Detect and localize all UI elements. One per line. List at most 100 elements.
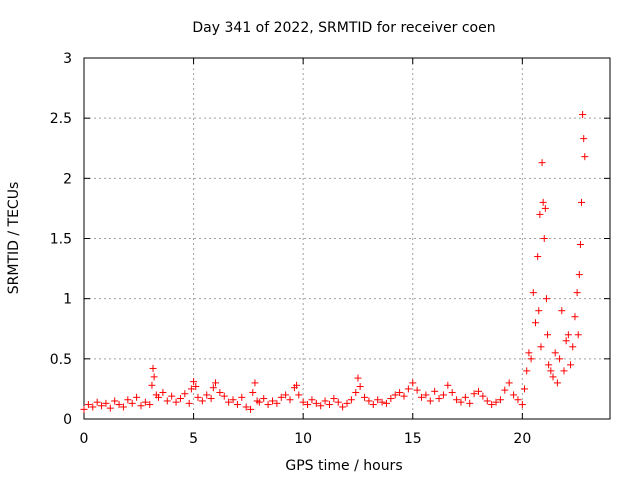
data-point: [80, 405, 88, 413]
data-point: [404, 385, 412, 393]
data-point: [541, 204, 549, 212]
data-point: [501, 386, 509, 394]
data-point: [391, 391, 399, 399]
data-point: [282, 391, 290, 399]
y-tick-label: 1: [63, 292, 72, 308]
data-point: [479, 392, 487, 400]
data-point: [418, 393, 426, 401]
data-point: [124, 396, 132, 404]
data-point: [356, 383, 364, 391]
grid-lines: [84, 58, 610, 419]
axis-ticks: [83, 57, 610, 420]
data-point: [249, 389, 257, 397]
data-point: [542, 295, 550, 303]
data-point: [521, 385, 529, 393]
data-point: [540, 235, 548, 242]
data-point: [317, 402, 325, 410]
data-point: [536, 210, 544, 218]
data-point: [98, 402, 106, 410]
data-point: [382, 399, 390, 407]
y-tick-label: 0: [63, 412, 72, 428]
data-point: [573, 289, 581, 297]
data-point: [431, 387, 439, 395]
data-point: [578, 198, 586, 206]
data-point: [106, 404, 114, 412]
data-point: [470, 390, 478, 398]
data-point: [308, 396, 316, 404]
data-point: [539, 198, 547, 206]
data-point: [185, 399, 193, 407]
data-point: [560, 367, 568, 375]
y-tick-label: 0.5: [50, 352, 72, 368]
data-point: [343, 399, 351, 407]
data-point: [209, 384, 217, 392]
data-point: [181, 390, 189, 398]
data-point: [192, 383, 200, 391]
data-point: [264, 401, 272, 409]
data-point: [400, 392, 408, 400]
data-point: [553, 379, 561, 387]
data-point: [238, 393, 246, 401]
data-point: [268, 397, 276, 405]
data-point: [444, 381, 452, 389]
data-point: [293, 381, 301, 389]
data-point: [457, 398, 465, 406]
data-point: [453, 396, 461, 404]
data-point: [330, 395, 338, 403]
data-point: [159, 389, 167, 397]
x-tick-labels: 0 5 10 15 20: [80, 431, 532, 447]
data-point: [133, 393, 141, 401]
data-point: [409, 379, 417, 387]
data-point: [365, 397, 373, 405]
data-point: [176, 395, 184, 403]
data-point: [369, 401, 377, 409]
data-point: [149, 364, 157, 372]
data-point: [579, 111, 587, 119]
data-point: [387, 395, 395, 403]
data-point: [260, 395, 268, 403]
data-point: [273, 399, 281, 407]
data-point: [547, 367, 555, 375]
data-point: [247, 405, 255, 413]
data-point: [374, 396, 382, 404]
data-point: [525, 349, 533, 357]
data-point: [277, 393, 285, 401]
data-point: [325, 401, 333, 409]
chart-title: Day 341 of 2022, SRMTID for receiver coe…: [192, 20, 495, 36]
data-point: [466, 399, 474, 407]
data-point: [538, 159, 546, 167]
data-point: [150, 373, 158, 381]
data-point: [255, 398, 263, 406]
data-point: [119, 403, 127, 411]
data-point: [229, 396, 237, 404]
data-point: [220, 392, 228, 400]
data-point: [198, 397, 206, 405]
data-point: [233, 401, 241, 409]
data-point: [295, 391, 303, 399]
data-point: [534, 253, 542, 261]
data-point: [378, 398, 386, 406]
data-point: [299, 398, 307, 406]
data-point: [187, 385, 195, 393]
data-point: [544, 331, 552, 339]
data-point: [190, 378, 198, 386]
data-point: [141, 398, 149, 406]
data-point: [413, 386, 421, 394]
data-point: [581, 153, 589, 161]
data-point: [225, 398, 233, 406]
data-point: [128, 399, 136, 407]
data-point: [321, 397, 329, 405]
data-point: [448, 389, 456, 397]
data-points: [80, 111, 589, 413]
y-tick-labels: 0 0.5 1 1.5 2 2.5 3: [50, 51, 72, 428]
data-point: [562, 337, 570, 345]
x-tick-label: 5: [189, 431, 198, 447]
data-point: [354, 374, 362, 382]
data-point: [334, 398, 342, 406]
data-point: [529, 289, 537, 297]
x-axis-label: GPS time / hours: [285, 458, 402, 474]
data-point: [475, 387, 482, 395]
data-point: [439, 391, 447, 399]
data-point: [361, 393, 369, 401]
data-point: [242, 403, 250, 411]
